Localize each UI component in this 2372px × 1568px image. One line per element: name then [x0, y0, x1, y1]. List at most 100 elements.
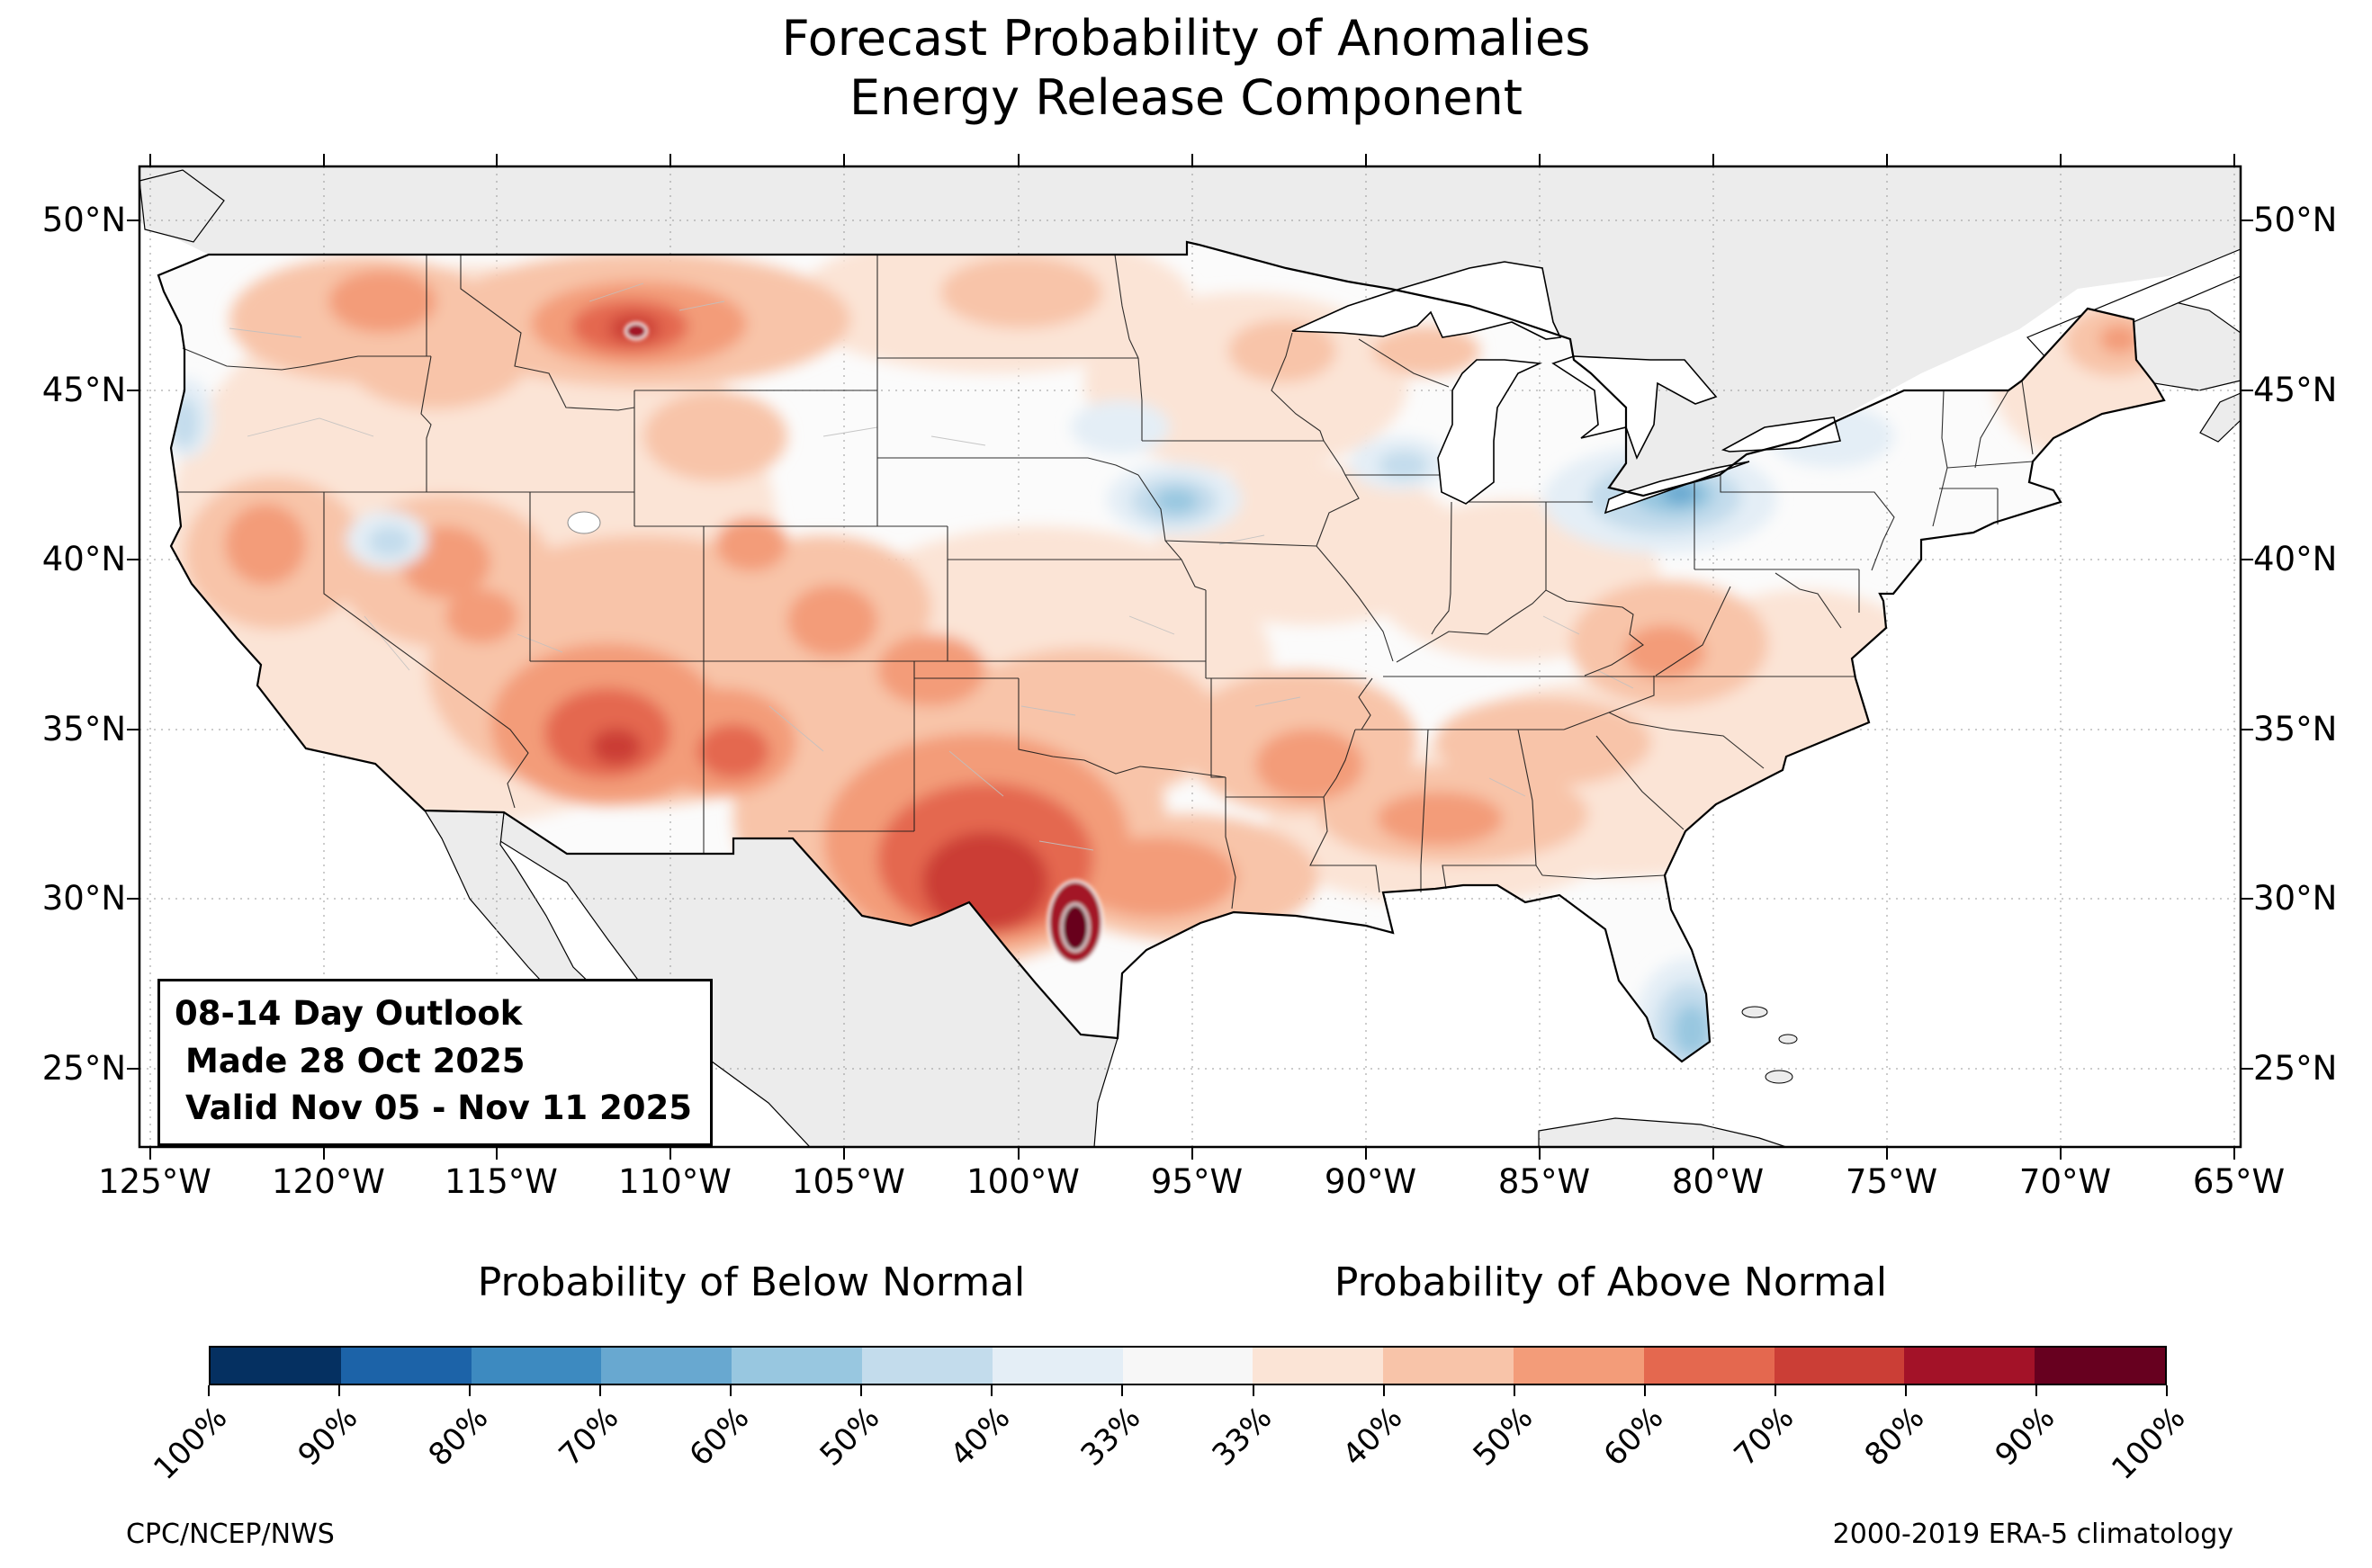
extreme-probability-cores [624, 321, 1104, 965]
colorbar-label-above-70: 70% [1727, 1400, 1801, 1474]
lat-label-right-35n: 35°N [2253, 710, 2338, 748]
lake-huron [1551, 355, 1718, 461]
bahamas-island [1778, 1034, 1798, 1044]
colorbar-tick [1121, 1385, 1123, 1396]
outlook-annotation-box: 08-14 Day Outlook Made 28 Oct 2025 Valid… [157, 979, 714, 1146]
colorbar-tick [991, 1385, 993, 1396]
lon-label-105w: 105°W [792, 1162, 905, 1201]
colorbar-tick [599, 1385, 601, 1396]
bahamas-island [1741, 1006, 1768, 1018]
texas-90-100-core [1061, 903, 1090, 952]
lon-label-120w: 120°W [272, 1162, 385, 1201]
lon-label-65w: 65°W [2192, 1162, 2286, 1201]
lon-label-85w: 85°W [1497, 1162, 1591, 1201]
lon-label-110w: 110°W [618, 1162, 732, 1201]
lon-label-125w: 125°W [98, 1162, 211, 1201]
colorbar-segment [1122, 1348, 1253, 1384]
lon-label-95w: 95°W [1150, 1162, 1244, 1201]
axis-ticks [127, 154, 2253, 1160]
lat-label-left-50n: 50°N [41, 201, 126, 239]
lake-ontario [1721, 417, 1842, 452]
lon-label-70w: 70°W [2018, 1162, 2112, 1201]
colorbar-segment [732, 1348, 862, 1384]
colorbar-tick [1905, 1385, 1907, 1396]
colorbar-segment [211, 1348, 341, 1384]
colorbar-label-below-100: 100% [147, 1400, 235, 1488]
colorbar-tick [2035, 1385, 2037, 1396]
colorbar-tick [860, 1385, 862, 1396]
vancouver-island [139, 169, 225, 243]
figure-title-line2: Energy Release Component [849, 68, 1523, 126]
lat-label-right-30n: 30°N [2253, 879, 2338, 918]
colorbar-tick [730, 1385, 732, 1396]
colorbar-segment [992, 1348, 1123, 1384]
colorbar-segment [1774, 1348, 1905, 1384]
lat-label-left-40n: 40°N [41, 540, 126, 578]
figure-title: Forecast Probability of Anomalies Energy… [0, 9, 2372, 128]
figure-title-line1: Forecast Probability of Anomalies [781, 10, 1591, 67]
lat-label-right-45n: 45°N [2253, 371, 2338, 409]
colorbar-above-title: Probability of Above Normal [1334, 1259, 1888, 1305]
colorbar-segment [1643, 1348, 1775, 1384]
colorbar-segment [1904, 1348, 2035, 1384]
lat-label-left-45n: 45°N [41, 371, 126, 409]
colorbar-segment [601, 1348, 732, 1384]
lake-superior [1291, 261, 1562, 340]
colorbar-label-above-33: 33% [1205, 1400, 1280, 1474]
above-normal-70-80 [591, 314, 1048, 931]
climate-division-lines [229, 282, 1634, 851]
colorbar-tick [2166, 1385, 2168, 1396]
colorbar-label-below-70: 70% [552, 1400, 626, 1474]
outlook-valid-range: Valid Nov 05 - Nov 11 2025 [185, 1089, 693, 1128]
colorbar-segment [340, 1348, 472, 1384]
colorbar-label-above-80: 80% [1857, 1400, 1932, 1474]
colorbar-label-above-60: 60% [1596, 1400, 1671, 1474]
colorbar-tick [1514, 1385, 1515, 1396]
lon-label-115w: 115°W [445, 1162, 558, 1201]
colorbar-segment [1383, 1348, 1514, 1384]
colorbar-tick [469, 1385, 471, 1396]
lon-label-90w: 90°W [1324, 1162, 1417, 1201]
us-probability-map-svg [127, 154, 2253, 1160]
outlook-issued-date: Made 28 Oct 2025 [185, 1041, 526, 1080]
colorbar-tick [338, 1385, 340, 1396]
colorbar-tick [1253, 1385, 1254, 1396]
agency-credit: CPC/NCEP/NWS [126, 1519, 335, 1550]
colorbar-below-title: Probability of Below Normal [477, 1259, 1026, 1305]
lat-label-right-50n: 50°N [2253, 201, 2338, 239]
colorbar-segment [861, 1348, 993, 1384]
colorbar-label-above-50: 50% [1466, 1400, 1541, 1474]
colorbar-segment [471, 1348, 602, 1384]
colorbar-tick [1383, 1385, 1385, 1396]
colorbar-label-below-60: 60% [682, 1400, 757, 1474]
colorbar-tick [1775, 1385, 1776, 1396]
colorbar-label-above-90: 90% [1988, 1400, 2062, 1474]
colorbar-segment [1513, 1348, 1644, 1384]
probability-colorbar [209, 1346, 2167, 1385]
map-area: 08-14 Day Outlook Made 28 Oct 2025 Valid… [127, 154, 2253, 1160]
lon-label-100w: 100°W [966, 1162, 1080, 1201]
colorbar-label-below-50: 50% [813, 1400, 887, 1474]
colorbar-tick [1644, 1385, 1646, 1396]
colorbar-segment [1253, 1348, 1384, 1384]
great-lakes [567, 261, 1842, 534]
lat-label-right-40n: 40°N [2253, 540, 2338, 578]
us-national-border [157, 240, 2166, 1063]
colorbar-label-above-100: 100% [2105, 1400, 2193, 1488]
map-frame [138, 165, 2242, 1149]
state-borders [177, 254, 2034, 909]
lat-label-left-25n: 25°N [41, 1049, 126, 1088]
bahamas-island [1765, 1070, 1793, 1084]
colorbar-label-below-33: 33% [1074, 1400, 1148, 1474]
colorbar-label-above-40: 40% [1335, 1400, 1410, 1474]
colorbar-tick [208, 1385, 210, 1396]
lat-label-right-25n: 25°N [2253, 1049, 2338, 1088]
climatology-credit: 2000-2019 ERA-5 climatology [1832, 1519, 2233, 1550]
great-salt-lake [567, 511, 601, 534]
colorbar-label-below-80: 80% [421, 1400, 496, 1474]
lat-label-left-35n: 35°N [41, 710, 126, 748]
lat-label-left-30n: 30°N [41, 879, 126, 918]
colorbar-label-below-40: 40% [943, 1400, 1018, 1474]
colorbar-segment [2035, 1348, 2165, 1384]
